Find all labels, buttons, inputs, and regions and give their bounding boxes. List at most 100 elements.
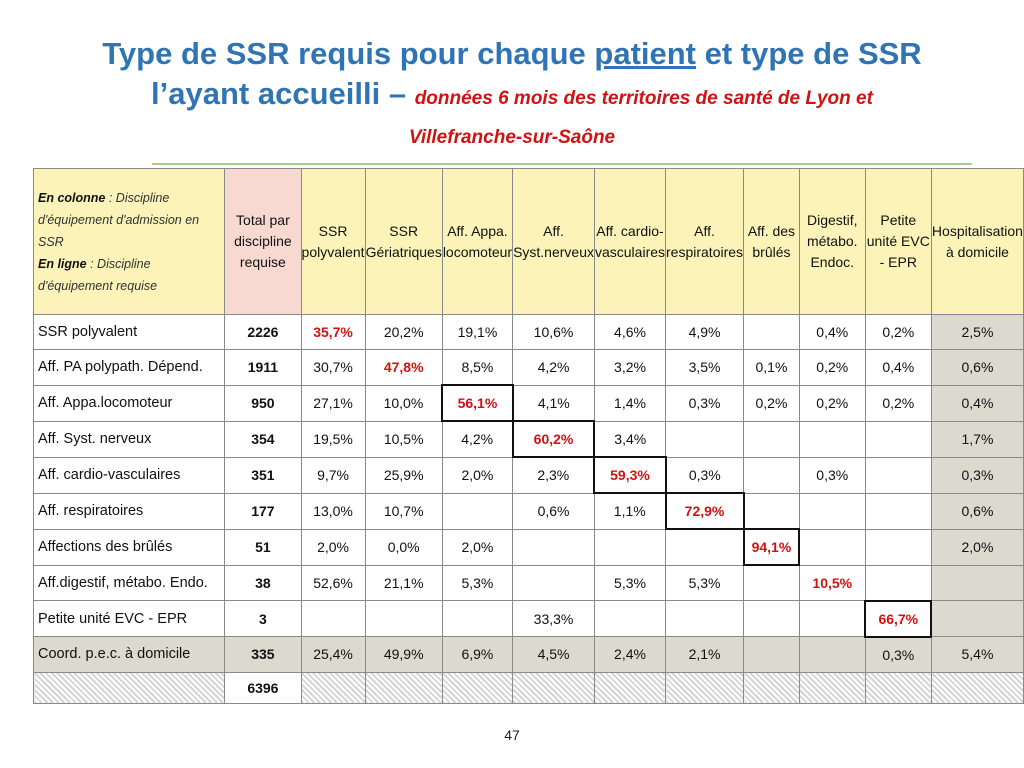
table-cell: [743, 492, 800, 530]
table-cell: 0,3%: [665, 384, 745, 422]
row-label: Aff. respiratoires: [32, 492, 226, 530]
table-cell: 0,2%: [864, 314, 932, 350]
table-cell: [593, 528, 667, 566]
slide-title: Type de SSR requis pour chaque patient e…: [20, 34, 1004, 152]
table-cell: 0,0%: [364, 528, 443, 566]
table-cell: [930, 564, 1024, 601]
table-cell: 25,4%: [300, 636, 366, 673]
table-cell: 2,4%: [593, 636, 667, 673]
row-total: 2226: [224, 314, 302, 350]
table-cell: 10,7%: [364, 492, 443, 530]
table-cell: 0,3%: [864, 636, 932, 673]
table-row: Affections des brûlés 51 2,0% 0,0% 2,0% 94,1%…: [32, 528, 1024, 566]
table-cell: 5,4%: [930, 636, 1024, 673]
row-total: 950: [224, 384, 302, 422]
table-cell: 0,4%: [930, 384, 1024, 422]
row-label: Coord. p.e.c. à domicile: [32, 636, 226, 673]
page-number: 47: [504, 727, 520, 743]
grand-total-row: 6396: [32, 671, 1024, 704]
table-cell: 10,5%: [364, 420, 443, 458]
hatched-cell: [864, 671, 932, 704]
table-cell: 33,3%: [512, 600, 595, 637]
corner-cell: En colonne : Discipline d'équipement d'a…: [32, 168, 226, 315]
hatched-cell: [743, 671, 800, 704]
table-cell: 10,6%: [512, 314, 595, 350]
table-cell: 4,5%: [512, 636, 595, 673]
header-row: En colonne : Discipline d'équipement d'a…: [32, 168, 1024, 315]
table-cell: 5,3%: [665, 564, 745, 601]
table-row: Aff.digestif, métabo. Endo. 38 52,6% 21,1% 5…: [32, 564, 1024, 601]
table-cell: 0,6%: [512, 492, 595, 530]
table-cell: 0,3%: [665, 456, 745, 494]
table-cell: [593, 600, 667, 637]
table-cell: [512, 564, 595, 601]
data-table: En colonne : Discipline d'équipement d'a…: [32, 168, 1024, 704]
grand-total: 6396: [224, 671, 302, 704]
table-cell: 0,1%: [743, 349, 800, 386]
row-label: Aff.digestif, métabo. Endo.: [32, 564, 226, 601]
hatched-cell: [665, 671, 745, 704]
title-subtitle: Villefranche-sur-Saône: [408, 127, 616, 148]
table-cell: 8,5%: [441, 349, 514, 386]
row-total: 335: [224, 636, 302, 673]
table-row: Aff. cardio-vasculaires 351 9,7% 25,9% 2,0% 2…: [32, 456, 1024, 494]
column-header: Hospitalisation à domicile: [930, 168, 1024, 315]
table-cell: 49,9%: [364, 636, 443, 673]
table-cell: 9,7%: [300, 456, 366, 494]
table-cell: [798, 492, 866, 530]
table-cell: 25,9%: [364, 456, 443, 494]
table-cell: 94,1%: [742, 528, 801, 566]
table-cell: 2,3%: [512, 456, 595, 494]
column-header: Aff. des brûlés: [743, 168, 800, 315]
table-cell: [798, 420, 866, 458]
row-total: 354: [224, 420, 302, 458]
table-cell: [665, 420, 745, 458]
table-cell: 27,1%: [300, 384, 366, 422]
hatched-cell: [441, 671, 514, 704]
table-cell: 0,2%: [798, 349, 866, 386]
table-row: Aff. Appa.locomoteur 950 27,1% 10,0% 56,1% 4,…: [32, 384, 1024, 422]
table-cell: [930, 600, 1024, 637]
title-text: l’ayant accueilli –: [151, 76, 415, 111]
table-cell: [364, 600, 443, 637]
row-label: Affections des brûlés: [32, 528, 226, 566]
table-cell: 56,1%: [441, 384, 514, 422]
table-cell: 2,1%: [665, 636, 745, 673]
table-cell: 52,6%: [300, 564, 366, 601]
hatched-cell: [593, 671, 667, 704]
table-cell: 4,1%: [512, 384, 595, 422]
table-cell: 2,0%: [930, 528, 1024, 566]
hatched-cell: [300, 671, 366, 704]
table-row: Aff. respiratoires 177 13,0% 10,7% 0,6% 1,1% 7…: [32, 492, 1024, 530]
table-cell: [300, 600, 366, 637]
corner-row-label: En ligne: [38, 256, 87, 271]
row-label: Aff. Appa.locomoteur: [32, 384, 226, 422]
table-cell: 5,3%: [441, 564, 514, 601]
column-header: Aff. Syst.nerveux: [512, 168, 595, 315]
row-total: 38: [224, 564, 302, 601]
title-subtitle: données 6 mois des territoires de santé …: [414, 88, 873, 109]
table-cell: 30,7%: [300, 349, 366, 386]
table-cell: 2,0%: [300, 528, 366, 566]
row-total: 177: [224, 492, 302, 530]
table-cell: 0,2%: [798, 384, 866, 422]
table-row: Coord. p.e.c. à domicile 335 25,4% 49,9% 6,9…: [32, 636, 1024, 673]
table-cell: 19,5%: [300, 420, 366, 458]
table-cell: 0,6%: [930, 492, 1024, 530]
table-cell: 59,3%: [593, 456, 667, 494]
table-cell: [441, 600, 514, 637]
table-cell: 66,7%: [864, 599, 933, 638]
table-row: Aff. Syst. nerveux 354 19,5% 10,5% 4,2% 60,2%…: [32, 420, 1024, 458]
title-text: Type de SSR requis pour chaque: [102, 36, 595, 71]
column-header: Digestif, métabo. Endoc.: [798, 168, 866, 315]
row-total: 351: [224, 456, 302, 494]
table-cell: [743, 600, 800, 637]
row-label: Petite unité EVC - EPR: [32, 600, 226, 637]
table-row: Aff. PA polypath. Dépend. 1911 30,7% 47,8% 8…: [32, 349, 1024, 386]
table-cell: 0,4%: [864, 349, 932, 386]
column-header: Aff. cardio-vasculaires: [593, 168, 667, 315]
table-cell: [743, 314, 800, 350]
row-total: 3: [224, 600, 302, 637]
table-cell: 0,6%: [930, 349, 1024, 386]
table-cell: 4,2%: [441, 420, 514, 458]
